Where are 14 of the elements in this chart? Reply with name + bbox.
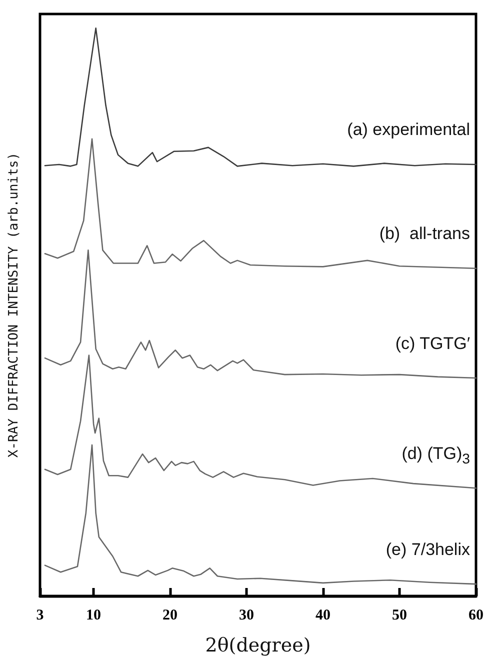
- series-label: (e) 7/3helix: [386, 540, 470, 560]
- x-tick-label: 60: [468, 608, 484, 624]
- series-label: (a) experimental: [347, 120, 470, 140]
- series-label: (d) (TG)$_{3}$: [402, 444, 470, 470]
- x-tick-label: 20: [162, 608, 178, 624]
- x-axis-title: 2θ(degree): [205, 634, 311, 656]
- x-tick-label: 40: [316, 608, 331, 624]
- x-tick-label: 3: [36, 608, 44, 624]
- series-label: (c) TGTG′: [395, 334, 470, 354]
- series-label: (b) all-trans: [379, 224, 470, 244]
- y-axis-title: X-RAY DIFFRACTION INTENSITY (arb.units): [6, 152, 22, 458]
- x-tick-label: 50: [392, 608, 408, 624]
- x-tick-label: 10: [86, 608, 102, 624]
- x-tick-label: 30: [239, 608, 254, 624]
